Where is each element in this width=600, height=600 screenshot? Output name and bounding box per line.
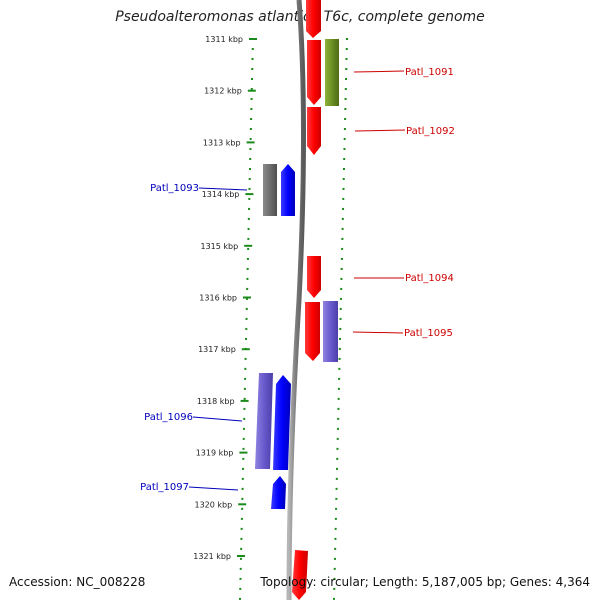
left-dotted-track (239, 37, 254, 600)
ruler-tick-label: 1315 kbp (200, 242, 238, 251)
right-dotted-track (333, 37, 348, 600)
gene-arrow-patl-1093[interactable] (281, 164, 295, 216)
leader-patl-1091 (353, 70, 405, 73)
gene-arrow-patl-1094[interactable] (307, 256, 321, 298)
ruler-tick-label: 1312 kbp (204, 87, 242, 96)
gene-label-patl-1092[interactable]: Patl_1092 (406, 126, 455, 137)
gene-arrow-patl-1096[interactable] (273, 375, 291, 470)
accession-text: Accession: NC_008228 (9, 575, 146, 589)
ruler-tick-label: 1313 kbp (203, 138, 241, 147)
gene-label-patl-1094[interactable]: Patl_1094 (405, 273, 454, 284)
ruler-tick-label: 1314 kbp (202, 190, 240, 199)
forward-strand-features (292, 0, 339, 600)
gene-label-patl-1097[interactable]: Patl_1097 (140, 482, 189, 493)
ruler-tick-label: 1311 kbp (205, 35, 243, 44)
gene-label-patl-1095[interactable]: Patl_1095 (404, 328, 453, 339)
leader-patl-1095 (352, 331, 404, 334)
leader-patl-1092 (354, 129, 406, 132)
gene-arrow-patl-1091[interactable] (307, 40, 321, 105)
leader-patl-1096 (192, 416, 243, 422)
gene-arrow-top-partial[interactable] (306, 0, 321, 38)
gene-arrow-patl-1097[interactable] (271, 476, 286, 509)
ruler-tick-label: 1316 kbp (199, 294, 237, 303)
ruler-tick-label: 1321 kbp (193, 552, 231, 561)
gene-label-patl-1093[interactable]: Patl_1093 (150, 183, 199, 194)
gene-label-patl-1096[interactable]: Patl_1096 (144, 412, 193, 423)
feature-olive[interactable] (325, 39, 339, 106)
reverse-strand-features (255, 164, 295, 509)
gene-label-patl-1091[interactable]: Patl_1091 (405, 67, 454, 78)
ruler-tick-label: 1320 kbp (194, 500, 232, 509)
ruler-tick-label: 1318 kbp (197, 397, 235, 406)
label-leader-lines (188, 70, 406, 491)
genome-backbone (286, 0, 306, 600)
feature-gray[interactable] (263, 164, 277, 216)
gene-arrow-patl-1095[interactable] (305, 302, 320, 361)
ruler-ticks: 1311 kbp 1312 kbp 1313 kbp 1314 kbp 1315 kbp… (193, 35, 257, 561)
gene-arrow-bottom-partial[interactable] (292, 550, 308, 600)
gene-arrow-patl-1092[interactable] (307, 107, 321, 155)
genome-summary-text: Topology: circular; Length: 5,187,005 bp… (260, 575, 590, 589)
ruler-tick-label: 1317 kbp (198, 345, 236, 354)
feature-purple-left[interactable] (255, 373, 273, 469)
gene-labels: Patl_1091 Patl_1092 Patl_1094 Patl_1095 … (140, 67, 455, 493)
leader-patl-1093 (198, 187, 248, 191)
leader-patl-1097 (188, 486, 239, 491)
feature-purple-right[interactable] (323, 301, 338, 362)
ruler-tick-label: 1319 kbp (196, 449, 234, 458)
